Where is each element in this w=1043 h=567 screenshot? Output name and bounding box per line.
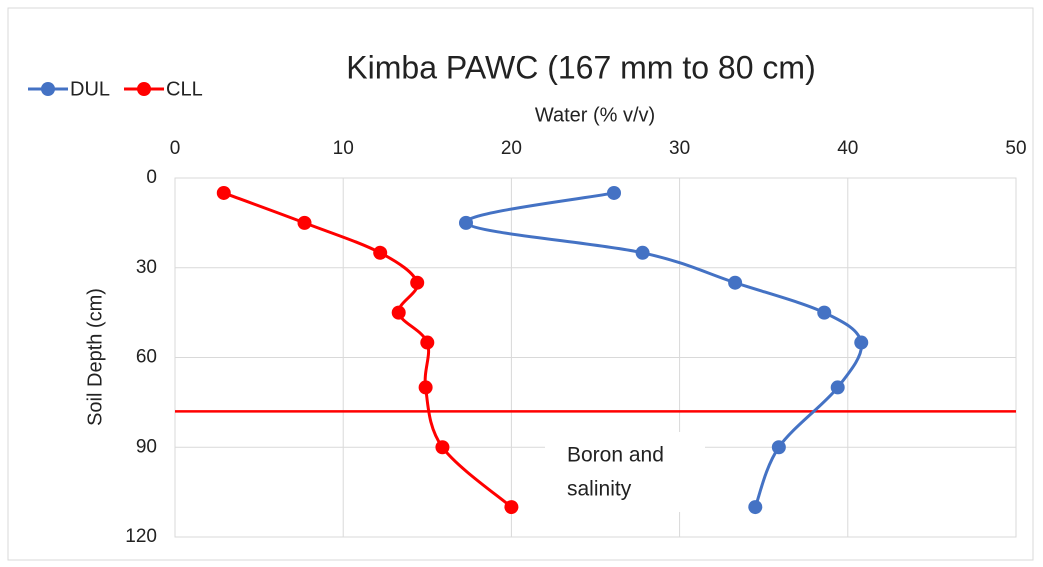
y-tick-label: 0 <box>146 167 157 188</box>
chart-frame <box>7 7 1034 561</box>
data-point <box>435 440 450 455</box>
data-point <box>418 380 433 395</box>
y-tick-label: 60 <box>136 347 157 368</box>
data-point <box>458 215 473 230</box>
x-tick-label: 40 <box>837 138 858 159</box>
data-point <box>817 305 832 320</box>
y-tick-label: 90 <box>136 436 157 457</box>
x-tick-label: 10 <box>333 138 354 159</box>
data-point <box>830 380 845 395</box>
data-point <box>504 500 519 515</box>
legend-marker <box>41 82 55 96</box>
x-axis-label: Water (% v/v) <box>535 104 655 126</box>
chart-title: Kimba PAWC (167 mm to 80 cm) <box>346 49 815 85</box>
legend-label: DUL <box>70 78 110 100</box>
data-point <box>635 245 650 260</box>
y-tick-label: 120 <box>125 526 157 547</box>
data-point <box>771 440 786 455</box>
data-point <box>297 215 312 230</box>
y-axis-label: Soil Depth (cm) <box>84 288 106 426</box>
y-tick-label: 30 <box>136 257 157 278</box>
data-point <box>391 305 406 320</box>
legend-label: CLL <box>166 78 203 100</box>
x-tick-label: 20 <box>501 138 522 159</box>
annotation-text: Boron and <box>567 444 664 467</box>
x-tick-label: 50 <box>1005 138 1026 159</box>
data-point <box>748 500 763 515</box>
data-point <box>410 275 425 290</box>
data-point <box>854 335 869 350</box>
legend-marker <box>137 82 152 96</box>
data-point <box>216 185 231 200</box>
data-point <box>728 275 743 290</box>
annotation-text: salinity <box>567 478 632 501</box>
annotation-box <box>545 432 705 512</box>
data-point <box>373 245 388 260</box>
data-point <box>420 335 435 350</box>
x-tick-label: 30 <box>669 138 690 159</box>
x-tick-label: 0 <box>170 138 181 159</box>
data-point <box>607 185 622 200</box>
